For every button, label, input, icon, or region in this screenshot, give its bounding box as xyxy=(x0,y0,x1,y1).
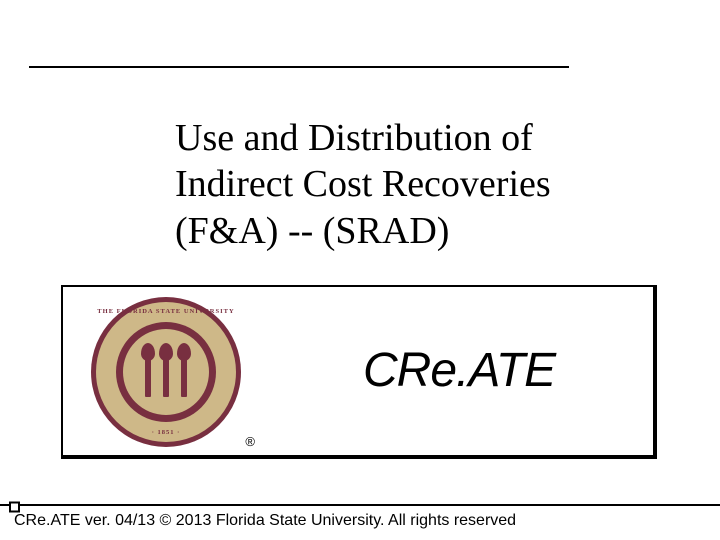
seal-center xyxy=(123,329,209,415)
title-line-1: Use and Distribution of xyxy=(175,115,655,161)
torch-icon xyxy=(181,357,187,397)
fsu-seal: THE FLORIDA STATE UNIVERSITY · 1851 · ® xyxy=(91,297,257,455)
trademark-symbol: ® xyxy=(245,434,255,449)
footer-text: CRe.ATE ver. 04/13 © 2013 Florida State … xyxy=(14,512,516,530)
seal-inner-ring xyxy=(116,322,216,422)
seal-outer-ring: THE FLORIDA STATE UNIVERSITY · 1851 · xyxy=(91,297,241,447)
brand-name: CRe.ATE xyxy=(363,343,555,398)
footer-divider-line xyxy=(0,504,720,506)
torch-icon xyxy=(163,357,169,397)
seal-ring-text-top: THE FLORIDA STATE UNIVERSITY xyxy=(96,308,236,315)
seal-gold-ring: THE FLORIDA STATE UNIVERSITY · 1851 · xyxy=(96,302,236,442)
content-box: THE FLORIDA STATE UNIVERSITY · 1851 · ® … xyxy=(61,285,657,459)
top-divider-line xyxy=(29,66,569,68)
footer-marker-icon xyxy=(9,502,20,513)
seal-ring-text-bottom: · 1851 · xyxy=(96,429,236,436)
title-line-2: Indirect Cost Recoveries xyxy=(175,161,655,207)
slide-title: Use and Distribution of Indirect Cost Re… xyxy=(175,115,655,254)
title-line-3: (F&A) -- (SRAD) xyxy=(175,208,655,254)
torch-icon xyxy=(145,357,151,397)
